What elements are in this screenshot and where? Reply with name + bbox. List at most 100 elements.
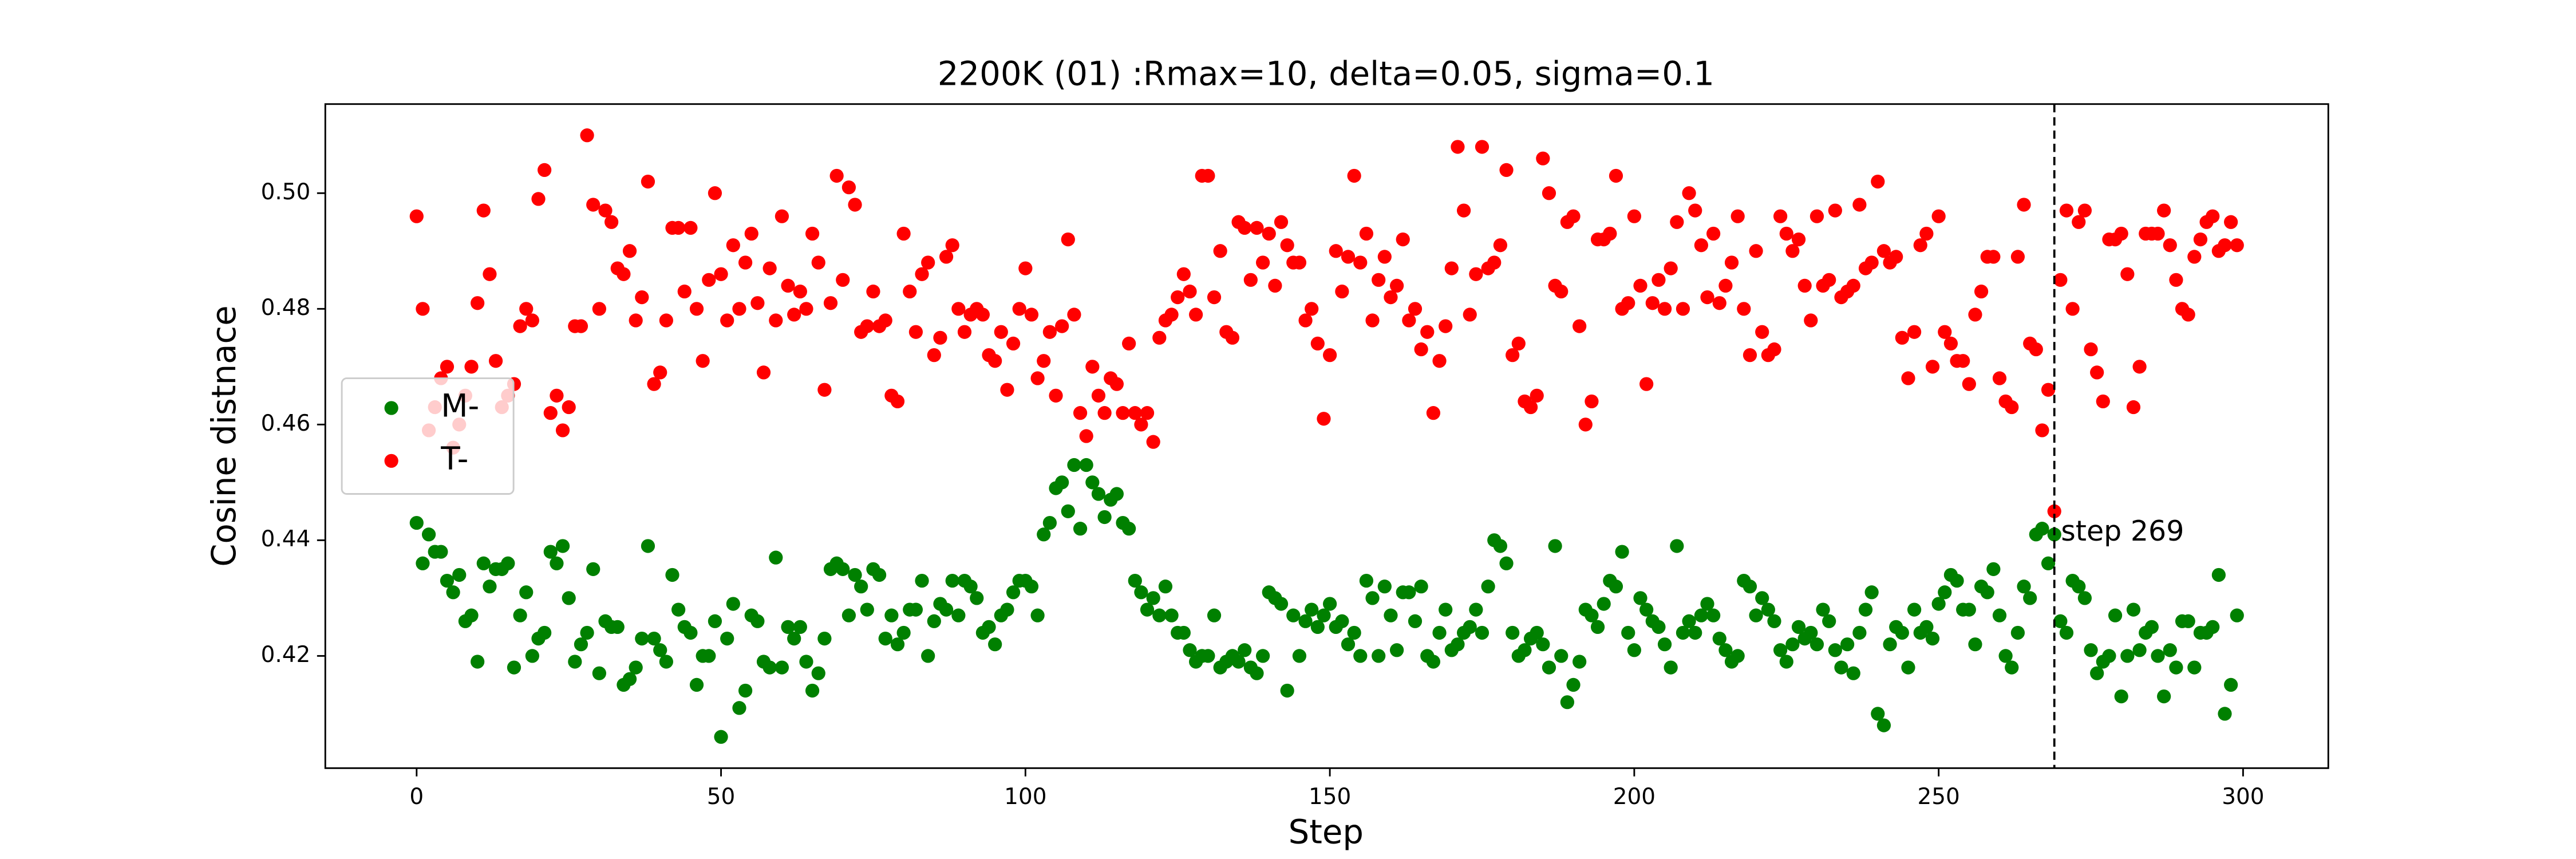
point xyxy=(2218,238,2232,253)
point xyxy=(1408,302,1423,316)
point xyxy=(1767,614,1781,628)
point xyxy=(1469,602,1483,617)
point xyxy=(635,290,649,305)
point xyxy=(2181,614,2195,628)
point xyxy=(1566,677,1581,692)
point xyxy=(683,625,698,640)
point xyxy=(1816,602,1830,617)
point xyxy=(1968,308,1982,322)
point xyxy=(702,649,716,663)
point xyxy=(2114,689,2128,704)
point xyxy=(1876,244,1891,258)
point xyxy=(2114,226,2128,241)
point xyxy=(622,672,637,686)
x-tick-label: 250 xyxy=(1917,784,1959,810)
point xyxy=(708,186,722,200)
point xyxy=(799,302,813,316)
point xyxy=(756,365,771,380)
point xyxy=(805,226,820,241)
point xyxy=(610,620,625,634)
point xyxy=(1091,388,1106,403)
point xyxy=(1396,232,1410,247)
x-tick-label: 100 xyxy=(1004,784,1046,810)
point xyxy=(677,284,692,299)
point xyxy=(1749,244,1763,258)
point xyxy=(781,278,795,293)
point xyxy=(1895,330,1909,345)
point xyxy=(2224,215,2238,229)
point xyxy=(1310,620,1325,634)
point xyxy=(1992,371,2007,385)
x-tick-label: 300 xyxy=(2222,784,2264,810)
point xyxy=(555,539,570,553)
point xyxy=(1931,597,1946,611)
point xyxy=(1773,209,1788,223)
point xyxy=(793,284,807,299)
point xyxy=(1176,625,1191,640)
point xyxy=(2017,198,2031,212)
point xyxy=(1079,429,1093,443)
point xyxy=(915,267,929,281)
point xyxy=(1475,625,1490,640)
point xyxy=(945,573,959,588)
point xyxy=(908,325,923,339)
point xyxy=(1809,209,1824,223)
point xyxy=(1694,238,1708,253)
point xyxy=(2120,267,2135,281)
point xyxy=(1414,580,1428,594)
point xyxy=(1676,625,1690,640)
point xyxy=(592,302,606,316)
point xyxy=(1986,250,2001,264)
point xyxy=(543,545,558,559)
point xyxy=(476,556,491,570)
point xyxy=(1688,625,1702,640)
point xyxy=(434,545,448,559)
point xyxy=(1372,273,1386,287)
point xyxy=(1305,302,1319,316)
point xyxy=(1073,522,1088,536)
point xyxy=(1852,625,1867,640)
point xyxy=(823,296,838,310)
annotation: step 269 xyxy=(2061,514,2184,547)
point xyxy=(1408,614,1423,628)
point xyxy=(1274,215,1289,229)
point xyxy=(1846,666,1860,680)
point xyxy=(1097,510,1112,525)
legend-marker xyxy=(384,401,398,415)
point xyxy=(854,580,868,594)
point xyxy=(903,284,917,299)
point xyxy=(476,203,491,218)
point xyxy=(750,296,765,310)
point xyxy=(1444,261,1459,275)
point xyxy=(769,550,783,565)
point xyxy=(933,330,947,345)
point xyxy=(762,660,777,675)
point xyxy=(1804,625,1818,640)
point xyxy=(1213,244,1227,258)
point xyxy=(1439,602,1453,617)
point xyxy=(1530,625,1544,640)
point xyxy=(811,666,825,680)
point xyxy=(1530,388,1544,403)
point xyxy=(1828,643,1842,657)
point xyxy=(1609,580,1623,594)
point xyxy=(2224,677,2238,692)
point xyxy=(1585,394,1599,409)
point xyxy=(939,602,954,617)
point xyxy=(1073,406,1088,420)
point xyxy=(671,602,686,617)
point xyxy=(1365,591,1380,605)
point xyxy=(1189,308,1203,322)
point xyxy=(951,608,966,622)
point xyxy=(1907,602,1922,617)
point xyxy=(2211,568,2226,582)
point xyxy=(605,215,619,229)
point xyxy=(1950,573,1964,588)
point xyxy=(702,273,716,287)
point xyxy=(860,602,874,617)
point xyxy=(617,267,631,281)
point xyxy=(1322,597,1337,611)
point xyxy=(2126,602,2141,617)
point xyxy=(1633,591,1647,605)
legend-box xyxy=(341,377,515,495)
